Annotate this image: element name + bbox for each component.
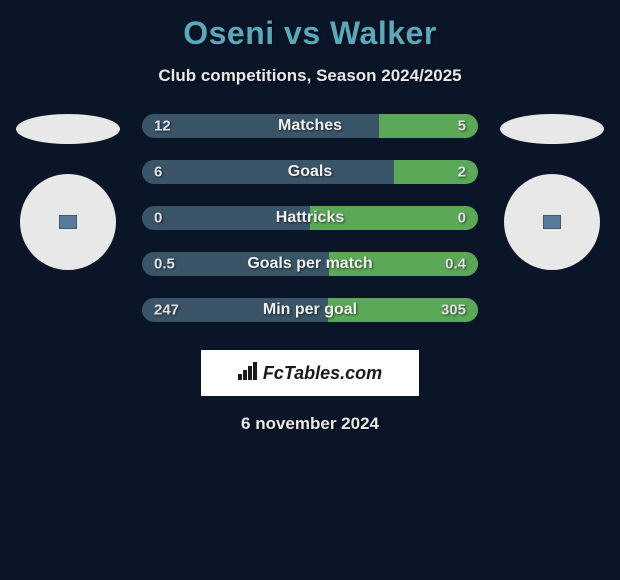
- stat-bar: 0.5 Goals per match 0.4: [142, 252, 478, 276]
- stat-value-right: 5: [458, 118, 466, 135]
- stat-value-right: 0: [458, 210, 466, 227]
- player-right-avatar: [500, 114, 604, 144]
- stat-value-left: 12: [154, 118, 171, 135]
- page-title: Oseni vs Walker: [0, 15, 620, 52]
- content-row: 12 Matches 5 6 Goals 2 0 Hattricks 0 0.5 Goals per…: [0, 114, 620, 344]
- date-text: 6 november 2024: [0, 414, 620, 434]
- club-right-icon: [543, 215, 561, 229]
- stat-label: Hattricks: [276, 209, 344, 227]
- stat-label: Min per goal: [263, 301, 357, 319]
- stat-value-left: 0.5: [154, 256, 175, 273]
- stat-bar: 0 Hattricks 0: [142, 206, 478, 230]
- stats-column: 12 Matches 5 6 Goals 2 0 Hattricks 0 0.5 Goals per…: [128, 114, 492, 344]
- logo-text: FcTables.com: [238, 362, 382, 385]
- stat-label: Goals: [288, 163, 332, 181]
- stat-bar: 247 Min per goal 305: [142, 298, 478, 322]
- stat-value-left: 6: [154, 164, 162, 181]
- stat-value-left: 0: [154, 210, 162, 227]
- stat-value-right: 0.4: [445, 256, 466, 273]
- stat-value-right: 305: [441, 302, 466, 319]
- logo-label: FcTables.com: [263, 363, 382, 384]
- player-left-avatar: [16, 114, 120, 144]
- stat-bar: 6 Goals 2: [142, 160, 478, 184]
- stat-bar: 12 Matches 5: [142, 114, 478, 138]
- player-right-column: [492, 114, 612, 270]
- stat-value-right: 2: [458, 164, 466, 181]
- player-left-column: [8, 114, 128, 270]
- club-left-icon: [59, 215, 77, 229]
- stat-value-left: 247: [154, 302, 179, 319]
- stat-label: Matches: [278, 117, 342, 135]
- bars-icon: [238, 362, 260, 385]
- player-right-club-badge: [504, 174, 600, 270]
- main-container: Oseni vs Walker Club competitions, Seaso…: [0, 0, 620, 444]
- player-left-club-badge: [20, 174, 116, 270]
- logo-box: FcTables.com: [201, 350, 419, 396]
- stat-label: Goals per match: [247, 255, 372, 273]
- subtitle: Club competitions, Season 2024/2025: [0, 66, 620, 86]
